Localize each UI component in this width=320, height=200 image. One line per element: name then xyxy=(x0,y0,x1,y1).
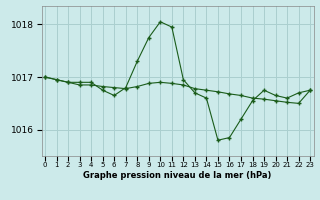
X-axis label: Graphe pression niveau de la mer (hPa): Graphe pression niveau de la mer (hPa) xyxy=(84,171,272,180)
